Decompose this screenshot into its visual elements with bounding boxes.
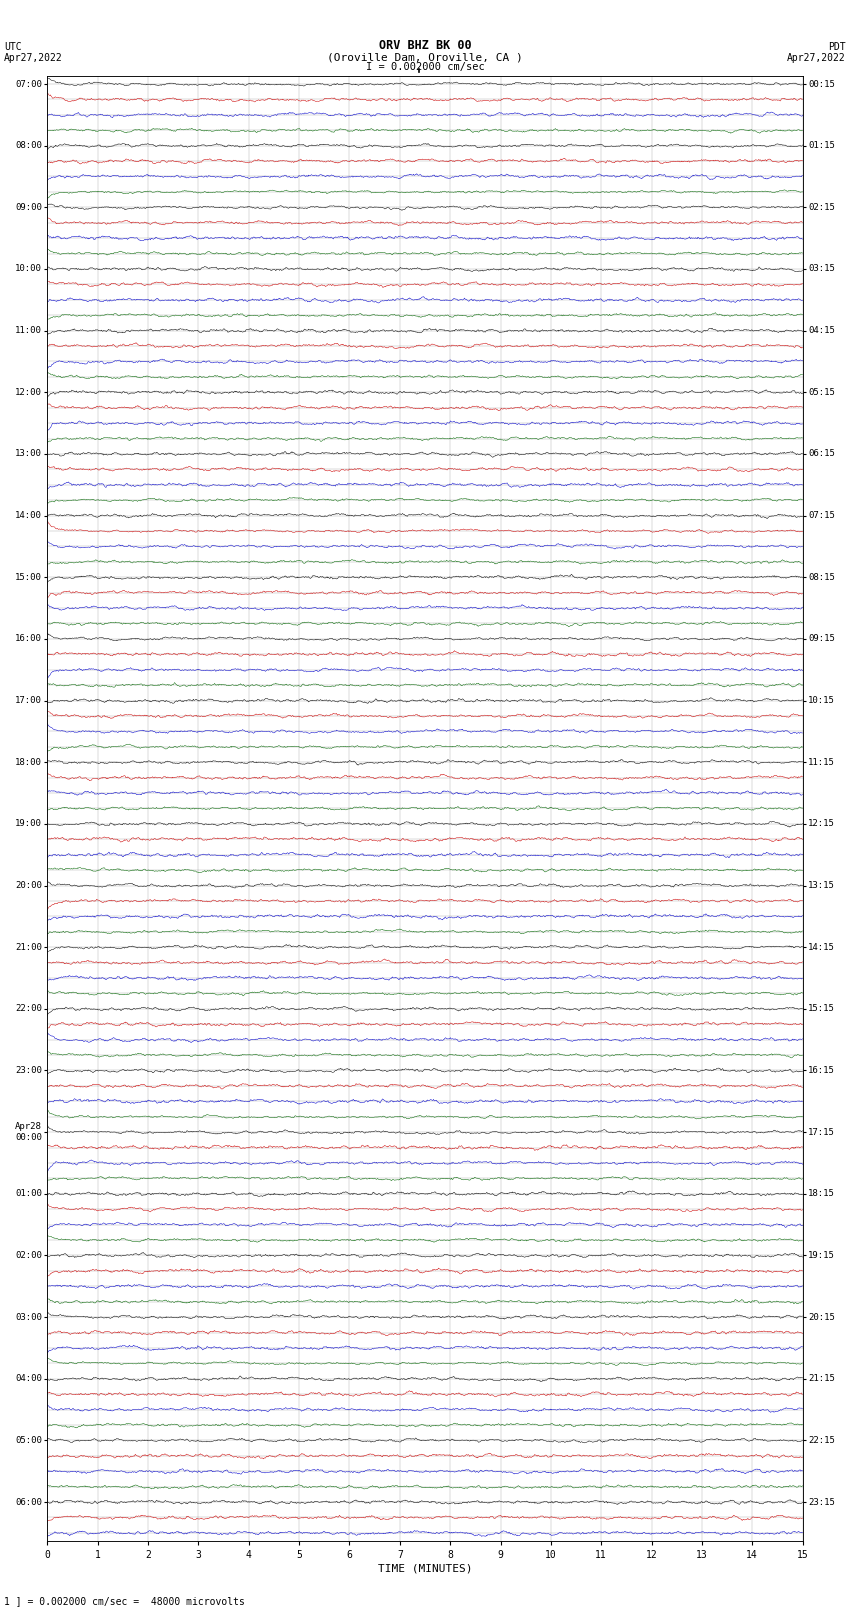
Text: 1 ] = 0.002000 cm/sec =  48000 microvolts: 1 ] = 0.002000 cm/sec = 48000 microvolts	[4, 1597, 245, 1607]
Text: ORV BHZ BK 00: ORV BHZ BK 00	[379, 39, 471, 52]
X-axis label: TIME (MINUTES): TIME (MINUTES)	[377, 1565, 473, 1574]
Text: Apr27,2022: Apr27,2022	[4, 53, 63, 63]
Text: PDT: PDT	[828, 42, 846, 52]
Text: (Oroville Dam, Oroville, CA ): (Oroville Dam, Oroville, CA )	[327, 53, 523, 63]
Text: UTC: UTC	[4, 42, 22, 52]
Text: I = 0.002000 cm/sec: I = 0.002000 cm/sec	[366, 61, 484, 71]
Text: Apr27,2022: Apr27,2022	[787, 53, 846, 63]
